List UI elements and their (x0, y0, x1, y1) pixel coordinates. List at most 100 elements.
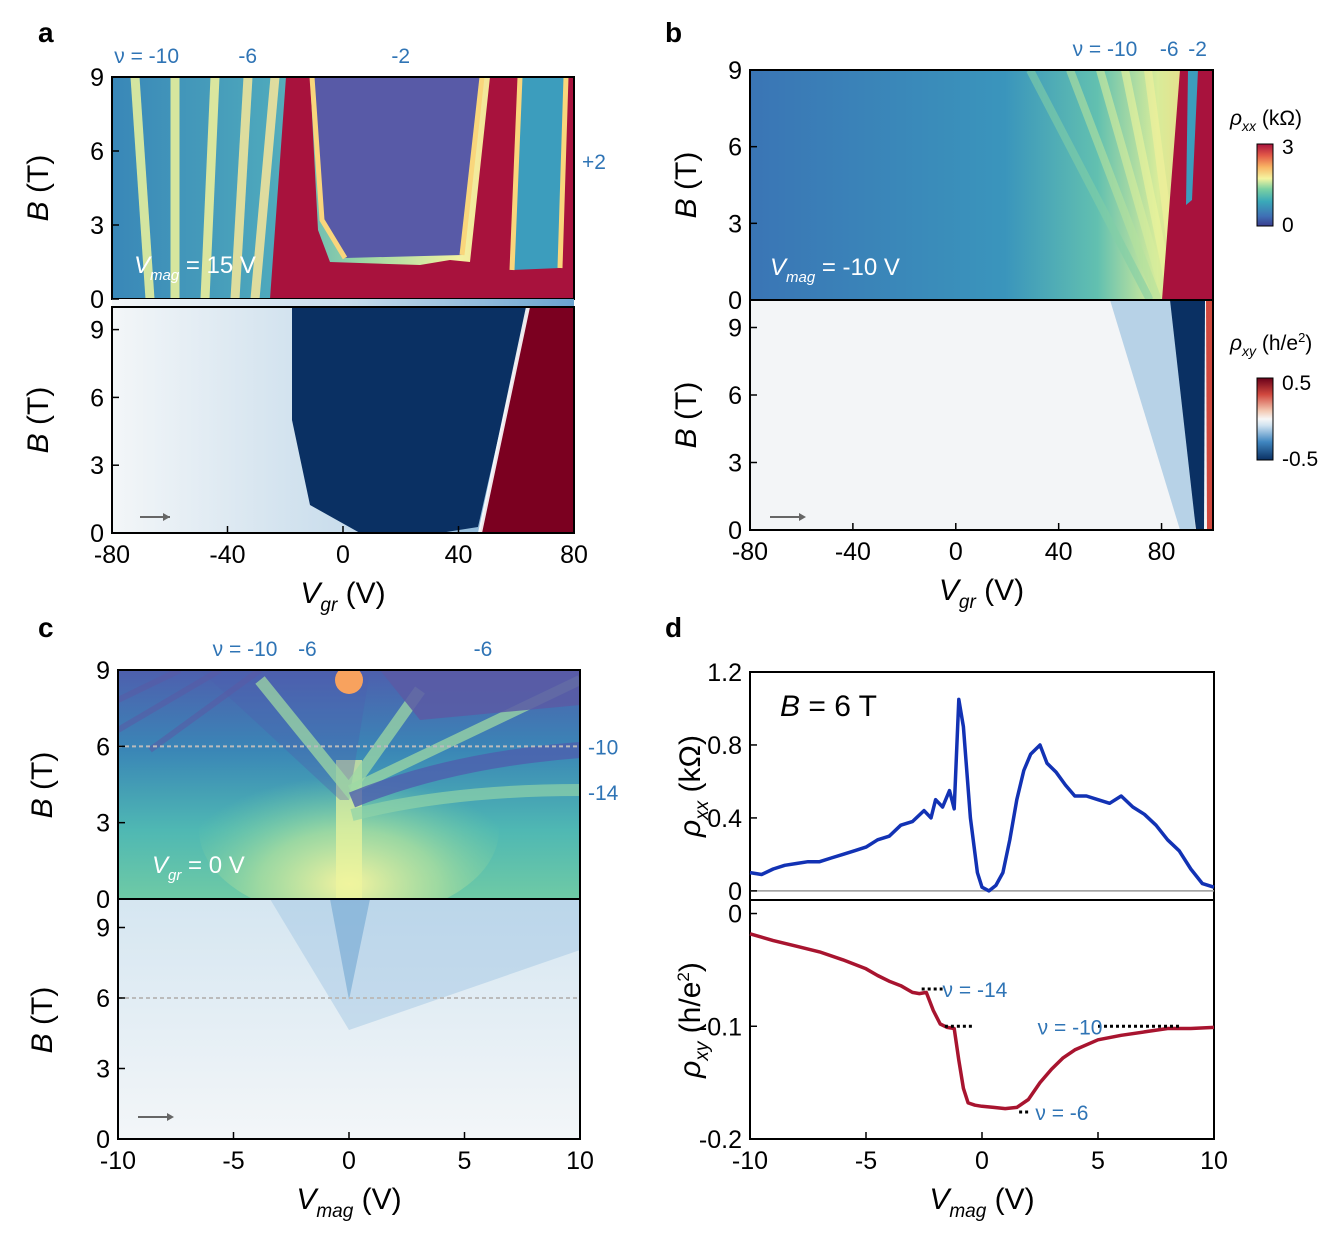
panel-c-top-ytick-label: 6 (96, 733, 110, 761)
panel-c-letter: c (38, 612, 54, 643)
panel-a-inset-label: Vmag = 15 V (134, 252, 256, 284)
panel-a-top-ytick-label: 0 (90, 286, 104, 314)
colorbar-rhoxx-gradient (1256, 143, 1274, 227)
nu-label: +2 (582, 151, 606, 174)
panel-c-bottom-ytick-label: 0 (96, 1126, 110, 1154)
panel-a-top-ytick-label: 3 (90, 212, 104, 240)
panel-a: a ν = -10 -6 -2 +2 V (22, 17, 606, 616)
panel-c-top-ytick-label: 9 (96, 657, 110, 685)
heatmap-features (130, 77, 574, 299)
panel-c-xtick-label: 10 (566, 1147, 594, 1175)
panel-c-top-ylabel: B (T) (26, 752, 59, 819)
panel-d-rhoxx-plot (749, 697, 1215, 893)
panel-c-xtick-label: -5 (222, 1147, 244, 1175)
panel-a-xlabel: Vgr (V) (300, 577, 385, 616)
panel-b-bottom-ytick-label: 3 (728, 450, 742, 478)
panel-a-bottom-ylabel: B (T) (22, 387, 55, 454)
insulating-region (270, 77, 574, 299)
panel-b-rhoxy-heatmap (749, 299, 1214, 531)
panel-c-rhoxy-heatmap (117, 898, 581, 1140)
heatmap-features (1026, 70, 1213, 300)
panel-a-axes: 0 3 6 9 0 3 6 9 -80 -40 0 40 80 B (T) B (T) Vgr (V) (22, 64, 588, 616)
panel-b-xtick-label: 80 (1148, 538, 1176, 566)
colorbar-rhoxx-label: ρxx (kΩ) (1229, 107, 1302, 134)
panel-c-xtick-label: 0 (342, 1147, 356, 1175)
panel-b-top-ytick-label: 0 (728, 287, 742, 315)
panel-d-top-ytick-label: 1.2 (707, 659, 742, 687)
colorbar-rhoxx-min: 0 (1282, 214, 1294, 237)
panel-d-xtick-label: 5 (1091, 1147, 1105, 1175)
panel-b-rhoxx-heatmap: Vmag = -10 V (749, 69, 1214, 301)
panel-b-top-ytick-label: 9 (728, 57, 742, 85)
panel-b-top-ytick-label: 3 (728, 210, 742, 238)
panel-b-bottom-ytick-label: 6 (728, 382, 742, 410)
panel-d-bottom-ytick-label: -0.2 (699, 1126, 742, 1154)
panel-c-inset-label: Vgr = 0 V (152, 852, 245, 884)
panel-b-xtick-label: -80 (732, 538, 768, 566)
panel-d-xtick-label: -10 (732, 1147, 768, 1175)
nu-label: -2 (391, 45, 410, 68)
panel-c-nu-labels-right: -10 -14 (588, 736, 619, 805)
panel-b-letter: b (665, 17, 682, 48)
nu-label: ν = -10 (213, 638, 278, 661)
panel-c-bottom-ytick-label: 6 (96, 985, 110, 1013)
nu-plus-2-plateau (480, 307, 574, 533)
panel-b-xlabel: Vgr (V) (939, 574, 1024, 613)
panel-a-letter: a (38, 17, 54, 48)
panel-c-xlabel: Vmag (V) (296, 1183, 401, 1222)
nu-label: ν = -14 (943, 979, 1008, 1002)
colorbar-rhoxy: ρxy (h/e2) 0.5 -0.5 (1229, 330, 1318, 471)
panel-d-bottom-ytick-label: 0 (728, 901, 742, 929)
nu-label: -6 (474, 638, 493, 661)
nu-minus-2-plateau (292, 307, 528, 533)
panel-c-rhoxx-heatmap: Vgr = 0 V (117, 669, 581, 900)
nu-label: -10 (588, 736, 618, 759)
rhoxy-series-line (749, 932, 1215, 1111)
panel-b-bottom-ytick-label: 9 (728, 315, 742, 343)
panel-a-xtick-label: -40 (209, 541, 245, 569)
nu-label: -14 (588, 782, 619, 805)
panel-a-xtick-label: 80 (560, 541, 588, 569)
panel-a-top-ylabel: B (T) (22, 155, 55, 222)
panel-d-xtick-label: 0 (975, 1147, 989, 1175)
panel-b-bottom-ytick-label: 0 (728, 517, 742, 545)
panel-a-rhoxy-heatmap (111, 299, 575, 534)
panel-b-xtick-label: 0 (949, 538, 963, 566)
panel-a-bottom-ytick-label: 3 (90, 452, 104, 480)
panel-c-bottom-ytick-label: 3 (96, 1056, 110, 1084)
nu-label: -6 (298, 638, 317, 661)
colorbar-rhoxy-label: ρxy (h/e2) (1229, 330, 1312, 359)
panel-d-bottom-ylabel: ρxy (h/e2) (674, 962, 713, 1079)
panel-a-top-ytick-label: 9 (90, 64, 104, 92)
colorbar-rhoxy-max: 0.5 (1282, 372, 1311, 395)
panel-a-xtick-label: -80 (94, 541, 130, 569)
panel-c-bottom-ytick-label: 9 (96, 915, 110, 943)
rhoxx-series-line (749, 697, 1215, 893)
heatmap-features (118, 670, 580, 899)
panel-d-axes: 0 0.4 0.8 1.2 0 -0.1 -0.2-10 -5 0 5 10 ρxx (kΩ) ρxy … (674, 659, 1228, 1222)
panel-d-bottom-ytick-label: -0.1 (699, 1013, 742, 1041)
nu-label: -6 (238, 45, 257, 68)
heatmap-frame (749, 299, 1214, 531)
landau-fan-stripes (130, 77, 280, 299)
panel-b-inset-label: Vmag = -10 V (770, 254, 900, 286)
panel-b-xtick-label: -40 (835, 538, 871, 566)
panel-d-inset-label: B = 6 T (780, 690, 877, 723)
nu-label: -2 (1188, 38, 1207, 61)
panel-d-rhoxy-plot: ν = -14 ν = -10 ν = -6 (749, 932, 1215, 1125)
panel-d-top-ylabel: ρxx (kΩ) (674, 735, 713, 838)
nu-label: -6 (1160, 38, 1179, 61)
panel-c-top-ytick-label: 0 (96, 886, 110, 914)
panel-d-xtick-label: 10 (1200, 1147, 1228, 1175)
panel-b-top-ylabel: B (T) (670, 152, 703, 219)
colorbar-rhoxx: ρxx (kΩ) 3 0 (1229, 107, 1302, 237)
panel-a-xtick-label: 40 (445, 541, 473, 569)
nu-minus-2-plateau (312, 77, 482, 258)
panel-d-top-ytick-label: 0.8 (707, 732, 742, 760)
nu-label: ν = -6 (1035, 1102, 1088, 1125)
panel-a-rhoxx-heatmap: Vmag = 15 V (111, 76, 575, 300)
panel-c: c ν = -10 -6 -6 -10 -14 (26, 612, 619, 1222)
colorbar-rhoxy-min: -0.5 (1282, 448, 1318, 471)
